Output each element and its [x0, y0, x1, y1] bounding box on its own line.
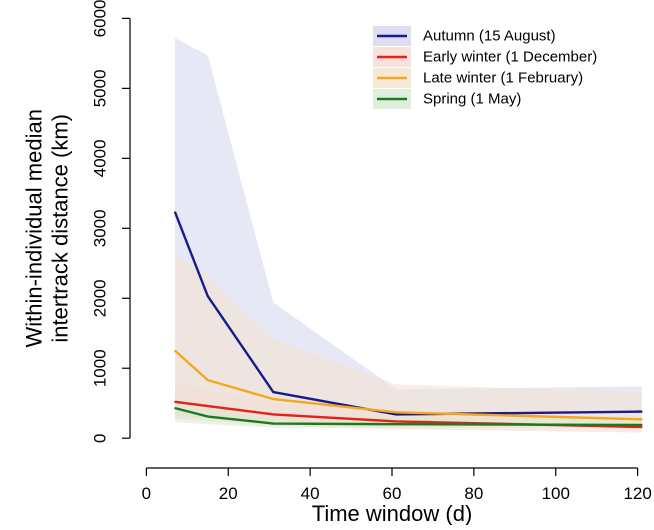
- point-series-2-3: [395, 411, 397, 414]
- series-lines: [173, 211, 643, 429]
- y-axis-title-line-1: Within-individual median: [22, 109, 47, 347]
- point-series-2-0: [174, 349, 176, 352]
- point-series-2-2: [272, 398, 275, 400]
- band-series-3: [175, 396, 642, 428]
- point-series-3-1: [206, 415, 209, 418]
- x-axis-title: Time window (d): [312, 501, 473, 525]
- point-series-1-4: [640, 426, 643, 428]
- point-series-3-0: [174, 407, 176, 410]
- x-tick-label: 60: [383, 484, 402, 503]
- y-axis-title-line-2: intertrack distance (km): [48, 114, 73, 343]
- legend: Autumn (15 August) Early winter (1 Decemb…: [373, 26, 597, 109]
- y-tick-label: 2000: [91, 279, 110, 317]
- legend-label: Early winter (1 December): [423, 49, 597, 66]
- band-series-0: [175, 37, 642, 421]
- point-series-0-3: [395, 413, 397, 416]
- point-series-1-1: [206, 405, 209, 407]
- y-tick-label: 1000: [91, 349, 110, 387]
- x-tick-label: 120: [623, 484, 651, 503]
- y-tick-label: 5000: [91, 69, 110, 107]
- point-series-3-4: [640, 424, 643, 426]
- point-series-2-4: [640, 418, 643, 421]
- confidence-bands: [175, 37, 642, 433]
- x-tick-label: 40: [301, 484, 320, 503]
- axes: 0 20 40 60 80 100 120 0 1000 2000 3000 4000 5000 6000…: [22, 0, 652, 526]
- point-series-0-1: [206, 295, 209, 298]
- legend-label: Spring (1 May): [423, 91, 521, 108]
- point-series-3-3: [395, 423, 397, 426]
- point-series-3-2: [272, 422, 275, 425]
- x-tick-label: 100: [542, 484, 570, 503]
- x-tick-label: 20: [219, 484, 238, 503]
- y-tick-label: 4000: [91, 139, 110, 177]
- legend-label: Late winter (1 February): [423, 70, 583, 87]
- band-series-2: [175, 254, 642, 427]
- point-series-1-3: [395, 420, 397, 423]
- point-series-0-4: [640, 410, 643, 413]
- y-tick-label: 3000: [91, 209, 110, 247]
- y-tick-label: 0: [91, 433, 110, 442]
- x-tick-label: 80: [464, 484, 483, 503]
- point-series-1-2: [272, 413, 275, 416]
- x-tick-label: 0: [142, 484, 151, 503]
- legend-label: Autumn (15 August): [423, 28, 556, 45]
- point-series-0-0: [174, 211, 176, 214]
- point-series-1-0: [174, 400, 176, 403]
- y-tick-label: 6000: [91, 0, 110, 37]
- point-series-2-1: [206, 379, 209, 382]
- point-series-0-2: [272, 391, 275, 393]
